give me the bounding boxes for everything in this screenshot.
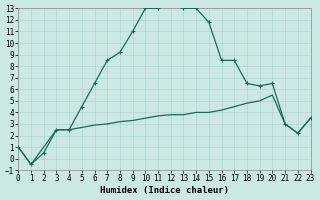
X-axis label: Humidex (Indice chaleur): Humidex (Indice chaleur) (100, 186, 229, 195)
